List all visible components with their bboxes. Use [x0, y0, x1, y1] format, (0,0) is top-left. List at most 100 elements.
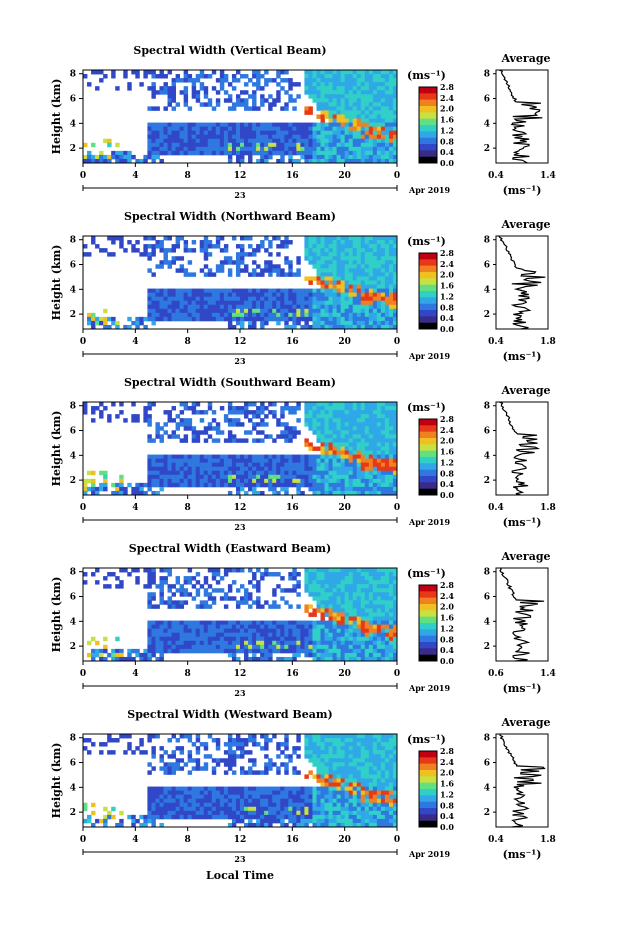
heatmap-cell: [196, 131, 200, 135]
heatmap-cell: [288, 301, 292, 305]
heatmap-cell: [353, 410, 357, 414]
heatmap-cell: [361, 313, 365, 317]
heatmap-cell: [361, 110, 365, 114]
heatmap-cell: [341, 471, 345, 475]
heatmap-cell: [159, 649, 163, 653]
heatmap-cell: [200, 293, 204, 297]
colorbar-tick-label: 0.0: [440, 490, 454, 500]
heatmap-cell: [373, 143, 377, 147]
heatmap-cell: [216, 568, 220, 572]
heatmap-cell: [244, 653, 248, 657]
heatmap-cell: [321, 410, 325, 414]
heatmap-cell: [196, 637, 200, 641]
heatmap-cell: [337, 264, 341, 268]
heatmap-cell: [357, 446, 361, 450]
heatmap-cell: [357, 451, 361, 455]
heatmap-cell: [272, 475, 276, 479]
heatmap-cell: [87, 313, 91, 317]
heatmap-cell: [236, 264, 240, 268]
heatmap-cell: [244, 309, 248, 313]
heatmap-cell: [236, 143, 240, 147]
heatmap-cell: [308, 645, 312, 649]
heatmap-cell: [316, 467, 320, 471]
heatmap-cell: [147, 479, 151, 483]
heatmap-cell: [276, 483, 280, 487]
heatmap-cell: [345, 442, 349, 446]
colorbar-tick-label: 1.6: [440, 447, 454, 457]
heatmap-cell: [260, 645, 264, 649]
heatmap-cell: [135, 240, 139, 244]
heatmap-cell: [192, 621, 196, 625]
heatmap-cell: [349, 483, 353, 487]
colorbar-tick-label: 1.2: [440, 623, 454, 633]
heatmap-cell: [292, 637, 296, 641]
heatmap-cell: [200, 799, 204, 803]
heatmap-cell: [333, 487, 337, 491]
heatmap-cell: [204, 244, 208, 248]
heatmap-cell: [147, 592, 151, 596]
heatmap-cell: [357, 568, 361, 572]
heatmap-cell: [248, 127, 252, 131]
heatmap-cell: [373, 608, 377, 612]
heatmap-cell: [349, 110, 353, 114]
heatmap-cell: [325, 305, 329, 309]
heatmap-cell: [365, 151, 369, 155]
heatmap-cell: [264, 143, 268, 147]
heatmap-cell: [240, 147, 244, 151]
heatmap-cell: [333, 252, 337, 256]
heatmap-cell: [240, 252, 244, 256]
heatmap-cell: [91, 742, 95, 746]
heatmap-cell: [329, 426, 333, 430]
heatmap-cell: [345, 280, 349, 284]
heatmap-cell: [268, 147, 272, 151]
heatmap-cell: [304, 629, 308, 633]
heatmap-cell: [316, 289, 320, 293]
heatmap-cell: [208, 637, 212, 641]
heatmap-cell: [304, 143, 308, 147]
heatmap-cell: [369, 483, 373, 487]
heatmap-cell: [337, 459, 341, 463]
heatmap-cell: [184, 402, 188, 406]
heatmap-cell: [268, 410, 272, 414]
heatmap-cell: [164, 260, 168, 264]
heatmap-cell: [292, 143, 296, 147]
heatmap-cell: [361, 455, 365, 459]
heatmap-cell: [304, 70, 308, 74]
heatmap-cell: [272, 588, 276, 592]
heatmap-cell: [212, 596, 216, 600]
colorbar-segment: [419, 463, 437, 470]
heatmap-cell: [276, 143, 280, 147]
heatmap-cell: [159, 799, 163, 803]
heatmap-cell: [99, 78, 103, 82]
heatmap-cell: [353, 600, 357, 604]
heatmap-cell: [341, 475, 345, 479]
heatmap-cell: [381, 305, 385, 309]
heatmap-cell: [252, 584, 256, 588]
heatmap-cell: [256, 272, 260, 276]
heatmap-cell: [321, 463, 325, 467]
heatmap-cell: [252, 426, 256, 430]
heatmap-cell: [308, 422, 312, 426]
heatmap-cell: [353, 301, 357, 305]
heatmap-cell: [236, 819, 240, 823]
heatmap-cell: [381, 588, 385, 592]
heatmap-cell: [385, 418, 389, 422]
heatmap-cell: [248, 479, 252, 483]
heatmap-cell: [357, 280, 361, 284]
heatmap-cell: [345, 633, 349, 637]
heatmap-cell: [107, 738, 111, 742]
heatmap-cell: [244, 799, 248, 803]
heatmap-cell: [172, 483, 176, 487]
heatmap-cell: [103, 317, 107, 321]
heatmap-cell: [345, 143, 349, 147]
heatmap-cell: [353, 244, 357, 248]
heatmap-cell: [276, 70, 280, 74]
heatmap-cell: [321, 236, 325, 240]
heatmap-cell: [296, 641, 300, 645]
heatmap-cell: [353, 248, 357, 252]
heatmap-cell: [361, 268, 365, 272]
heatmap-cell: [236, 438, 240, 442]
heatmap-cell: [284, 236, 288, 240]
heatmap-cell: [216, 151, 220, 155]
heatmap-cell: [224, 770, 228, 774]
